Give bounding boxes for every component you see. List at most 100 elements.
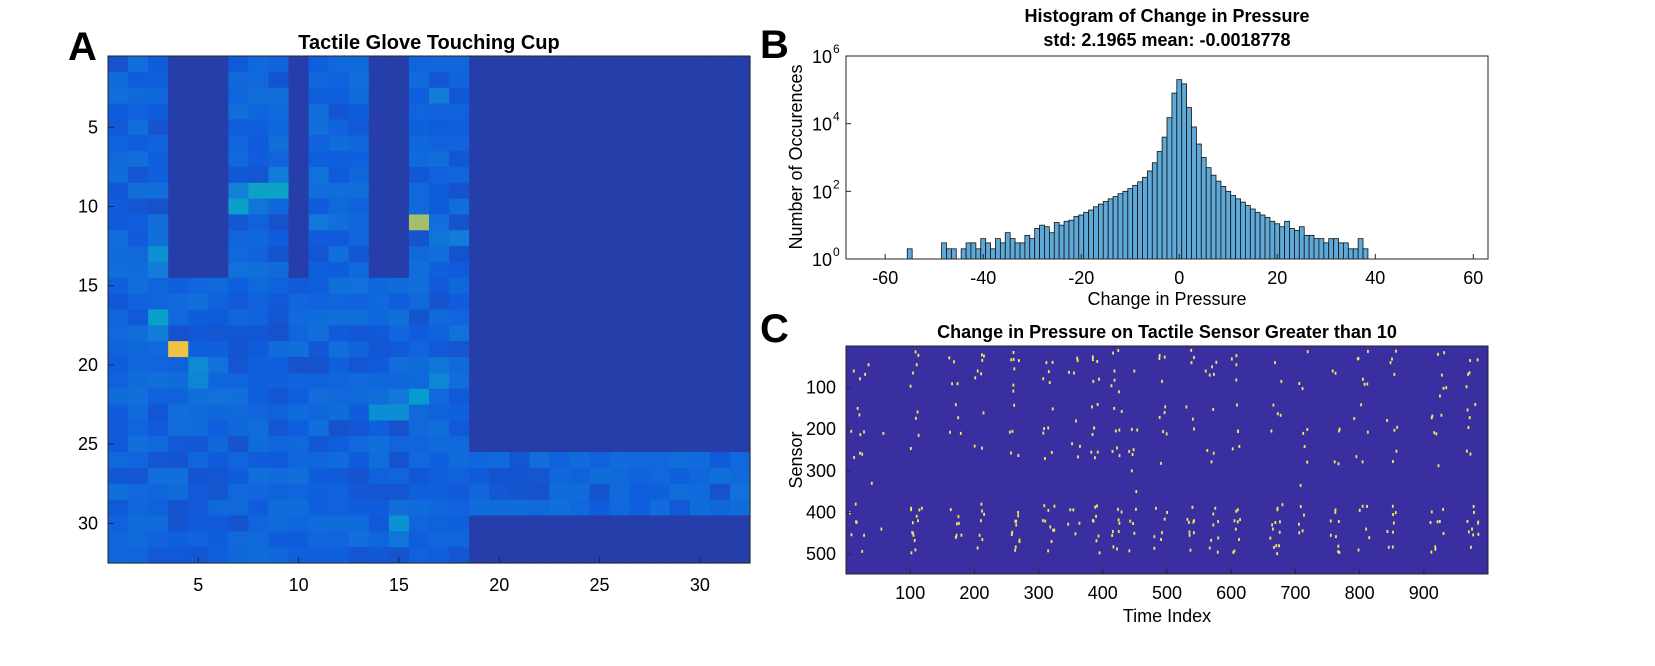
raster-event xyxy=(1467,372,1470,376)
heatmap-cell xyxy=(569,103,591,120)
heatmap-cell xyxy=(108,103,129,120)
heatmap-cell xyxy=(489,420,510,437)
raster-event xyxy=(1051,407,1054,411)
histogram-bar xyxy=(1019,242,1026,260)
raster-event xyxy=(856,406,859,410)
histogram-bar xyxy=(1093,206,1099,260)
heatmap-cell xyxy=(629,436,651,453)
heatmap-cell xyxy=(509,151,530,168)
histogram-bar xyxy=(1308,234,1315,260)
heatmap-cell xyxy=(368,135,390,152)
heatmap-cell xyxy=(348,483,370,501)
heatmap-cell xyxy=(108,119,129,136)
heatmap-cell xyxy=(609,452,631,469)
heatmap-cell xyxy=(689,499,711,517)
raster-event xyxy=(1392,460,1394,464)
raster-event xyxy=(880,527,883,531)
heatmap-cell xyxy=(689,483,711,501)
heatmap-cell xyxy=(469,388,490,406)
heatmap-cell xyxy=(569,531,591,548)
heatmap-cell xyxy=(489,71,510,89)
heatmap-cell xyxy=(569,198,591,216)
heatmap-cell xyxy=(148,87,169,105)
raster-event xyxy=(1306,460,1309,464)
heatmap-cell xyxy=(308,293,330,311)
heatmap-cell xyxy=(108,325,129,342)
heatmap-cell xyxy=(148,230,169,247)
raster-event xyxy=(1072,508,1075,512)
raster-event xyxy=(1051,360,1054,364)
heatmap-cell xyxy=(388,531,410,548)
histogram-bar xyxy=(1230,195,1237,260)
heatmap-cell xyxy=(268,499,290,517)
heatmap-cell xyxy=(609,547,631,564)
histogram-bar xyxy=(1323,242,1330,260)
raster-event xyxy=(1186,517,1189,521)
heatmap-cell xyxy=(268,198,290,216)
raster-event xyxy=(1387,545,1390,549)
raster-event xyxy=(1050,450,1053,454)
heatmap-cell xyxy=(629,119,651,136)
heatmap-xtick-label: 25 xyxy=(590,575,610,595)
heatmap-cell xyxy=(449,261,470,279)
heatmap-cell xyxy=(669,499,691,517)
raster-event xyxy=(1096,450,1099,454)
heatmap-cell xyxy=(308,71,330,89)
heatmap-cell xyxy=(589,309,611,326)
heatmap-cell xyxy=(148,103,169,120)
heatmap-cell xyxy=(408,151,430,168)
heatmap-cell xyxy=(629,341,651,358)
heatmap-cell xyxy=(729,372,751,390)
heatmap-cell xyxy=(549,357,571,374)
heatmap-cell xyxy=(549,309,571,326)
heatmap-cell xyxy=(148,357,169,374)
heatmap-cell xyxy=(689,246,711,263)
heatmap-cell xyxy=(228,341,250,358)
raster-xtick-label: 200 xyxy=(959,583,989,603)
raster-event xyxy=(1430,416,1433,420)
heatmap-cell xyxy=(509,357,530,374)
heatmap-cell xyxy=(168,293,189,311)
heatmap-cell xyxy=(549,230,571,247)
heatmap-cell xyxy=(569,372,591,390)
heatmap-cell xyxy=(709,71,731,89)
heatmap-cell xyxy=(188,103,209,120)
heatmap-cell xyxy=(288,388,310,406)
raster-event xyxy=(1208,546,1211,550)
heatmap-cell xyxy=(489,372,510,390)
heatmap-cell xyxy=(729,214,751,231)
raster-event xyxy=(1274,521,1277,525)
heatmap-cell xyxy=(589,547,611,564)
heatmap-cell xyxy=(449,531,470,548)
heatmap-cell xyxy=(469,483,490,501)
heatmap-cell xyxy=(168,135,189,152)
raster-event xyxy=(1010,358,1013,362)
raster-event xyxy=(1392,513,1394,517)
heatmap-cell xyxy=(348,325,370,342)
heatmap-cell xyxy=(569,499,591,517)
heatmap-cell xyxy=(108,166,129,184)
heatmap-cell xyxy=(108,277,129,295)
raster-event xyxy=(1191,417,1194,421)
raster-event xyxy=(1468,371,1471,375)
raster-event xyxy=(1337,520,1340,524)
heatmap-cell xyxy=(469,261,490,279)
heatmap-cell xyxy=(128,103,149,120)
heatmap-cell xyxy=(629,198,651,216)
heatmap-cell xyxy=(168,499,189,517)
heatmap-cell xyxy=(629,309,651,326)
raster-event xyxy=(1132,448,1135,452)
heatmap-cell xyxy=(228,325,250,342)
heatmap-cell xyxy=(168,467,189,485)
heatmap-cell xyxy=(469,341,490,358)
raster-event xyxy=(1333,460,1336,464)
heatmap-cell xyxy=(148,277,169,295)
raster-event xyxy=(1111,533,1114,537)
heatmap-cell xyxy=(449,499,470,517)
raster-event xyxy=(1236,508,1239,512)
heatmap-cell xyxy=(689,293,711,311)
heatmap-cell xyxy=(408,103,430,120)
raster-event xyxy=(1011,429,1014,433)
heatmap-cell xyxy=(429,515,450,532)
heatmap-cell xyxy=(368,388,390,406)
